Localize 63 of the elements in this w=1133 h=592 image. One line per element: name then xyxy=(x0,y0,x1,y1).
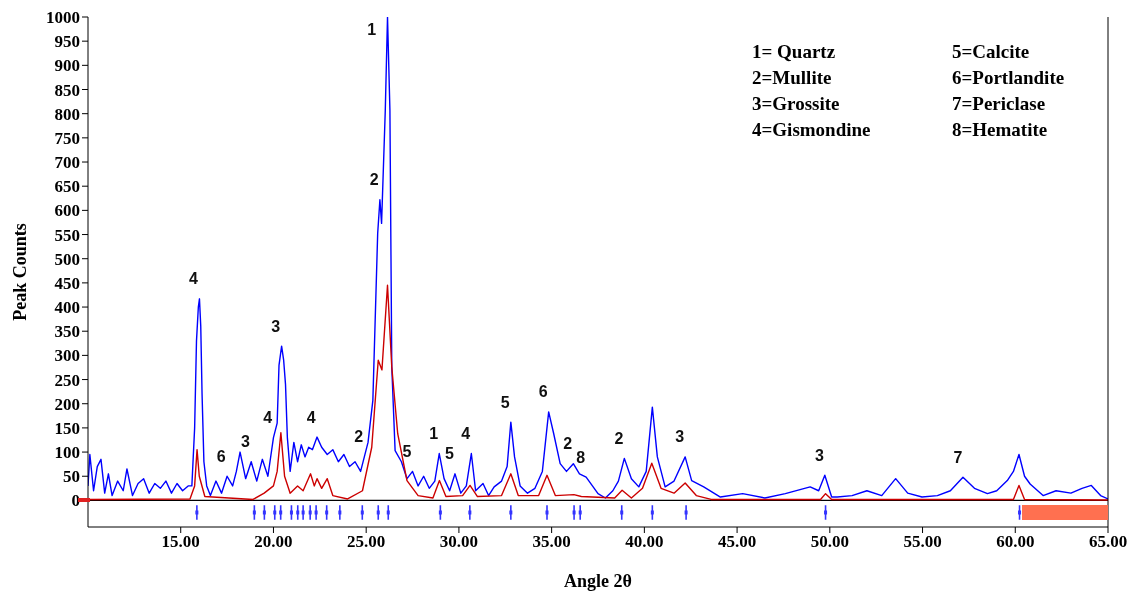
annotation: 6 xyxy=(538,383,548,401)
y-tick-label: 550 xyxy=(54,225,80,245)
y-tick-label: 750 xyxy=(54,128,80,148)
annotation: 2 xyxy=(563,435,573,453)
y-tick-label: 400 xyxy=(54,298,80,318)
annotation: 6=Portlandite xyxy=(952,67,1065,88)
x-tick-label: 15.00 xyxy=(161,532,200,552)
x-tick-label: 45.00 xyxy=(717,532,757,552)
annotation: 4=Gismondine xyxy=(752,119,871,140)
y-tick-label: 950 xyxy=(54,32,80,52)
y-tick-label: 150 xyxy=(54,418,80,438)
x-tick-label: 65.00 xyxy=(1088,532,1128,552)
x-tick-label: 25.00 xyxy=(347,532,386,552)
annotation: 7=Periclase xyxy=(952,93,1046,114)
annotation: 1 xyxy=(429,425,439,443)
y-tick-label: 200 xyxy=(54,394,80,414)
annotation: 1 xyxy=(367,20,377,38)
annotation: 3 xyxy=(675,428,685,446)
y-tick-label: 50 xyxy=(63,467,80,487)
annotation: 4 xyxy=(306,408,316,426)
y-tick-label: 1000 xyxy=(46,8,80,28)
annotation: 5 xyxy=(402,442,412,460)
y-tick-label: 450 xyxy=(54,273,80,293)
annotation: 3 xyxy=(815,446,825,464)
annotation: 3=Grossite xyxy=(752,93,840,114)
annotation: 2 xyxy=(354,428,364,446)
annotation: 2 xyxy=(369,171,379,189)
annotation: 3 xyxy=(240,433,250,451)
annotation: 1= Quartz xyxy=(752,41,836,62)
y-tick-label: 500 xyxy=(54,249,80,269)
annotation: 2 xyxy=(614,429,624,447)
annotation: 6 xyxy=(216,447,226,465)
y-tick-label: 900 xyxy=(54,56,80,76)
line-series xyxy=(88,17,1108,500)
y-axis-title: Peak Counts xyxy=(10,223,30,321)
annotation: 8 xyxy=(576,448,586,466)
x-tick-label: 30.00 xyxy=(439,532,479,552)
x-tick-label: 60.00 xyxy=(996,532,1035,552)
x-tick-label: 50.00 xyxy=(810,532,849,552)
annotation: 3 xyxy=(271,317,281,335)
y-tick-label: 350 xyxy=(54,322,80,342)
y-tick-label: 100 xyxy=(54,443,80,463)
y-tick-label: 700 xyxy=(54,153,80,173)
x-tick-label: 20.00 xyxy=(254,532,293,552)
y-tick-label: 650 xyxy=(54,177,80,197)
annotation: 5=Calcite xyxy=(952,41,1030,62)
x-tick-label: 55.00 xyxy=(903,532,942,552)
x-axis-title: Angle 2θ xyxy=(564,571,632,591)
annotation: 4 xyxy=(461,425,471,443)
y-tick-label: 800 xyxy=(54,104,80,124)
annotation: 2=Mullite xyxy=(752,67,832,88)
annotation: 8=Hematite xyxy=(952,119,1048,140)
annotation: 5 xyxy=(444,445,454,463)
x-tick-label: 35.00 xyxy=(532,532,571,552)
annotation: 4 xyxy=(189,270,199,288)
y-tick-label: 850 xyxy=(54,80,80,100)
annotation: 4 xyxy=(263,409,273,427)
y-tick-label: 300 xyxy=(54,346,80,366)
annotation: 5 xyxy=(500,393,510,411)
y-tick-label: 250 xyxy=(54,370,80,390)
y-tick-label: 600 xyxy=(54,201,80,221)
x-tick-label: 40.00 xyxy=(625,532,664,552)
annotation: 7 xyxy=(953,448,963,466)
